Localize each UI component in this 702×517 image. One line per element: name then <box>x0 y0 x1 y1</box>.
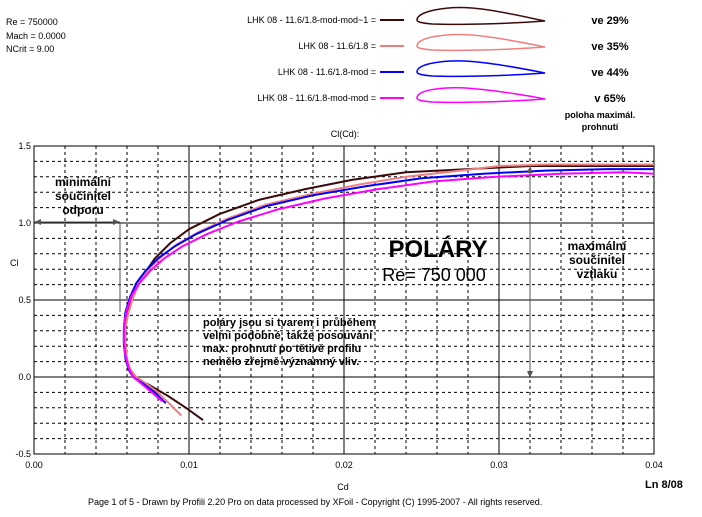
param-mach: Mach = 0.0000 <box>6 31 66 41</box>
x-axis-label: Cd <box>337 482 349 492</box>
series-line-1 <box>122 165 654 421</box>
y-tick-label: -0.5 <box>15 449 31 459</box>
legend-note-item: ve 44% <box>591 67 629 79</box>
airfoil-sketch <box>416 33 546 52</box>
min-drag-arrowhead-right <box>113 219 120 225</box>
chart-grid <box>33 145 655 455</box>
y-tick-label: 0.0 <box>18 372 31 382</box>
legend-note: poloha maximál. prohnutí <box>565 110 636 132</box>
series-line-4 <box>122 171 655 403</box>
legend-note-item: ve 29% <box>591 15 629 27</box>
x-tick-label: 0.00 <box>25 460 43 470</box>
corner-label: Ln 8/08 <box>645 479 683 491</box>
series-line-3 <box>122 168 654 404</box>
param-ncrit: NCrit = 9.00 <box>6 44 54 54</box>
x-tick-label: 0.02 <box>335 460 353 470</box>
y-tick-label: 0.5 <box>18 295 31 305</box>
max-lift-arrowhead-bottom <box>527 371 533 378</box>
x-tick-label: 0.04 <box>645 460 663 470</box>
comment-label: poláry jsou si tvarem i průběhem velmi po… <box>203 317 376 368</box>
legend-label: LHK 08 - 11.6/1.8 = <box>298 41 376 51</box>
legend-note-item: ve 35% <box>591 41 629 53</box>
legend-label: LHK 08 - 11.6/1.8-mod-mod~1 = <box>247 15 376 25</box>
x-tick-label: 0.03 <box>490 460 508 470</box>
x-tick-label: 0.01 <box>180 460 198 470</box>
param-re: Re = 750000 <box>6 17 58 27</box>
legend-label: LHK 08 - 11.6/1.8-mod-mod = <box>257 93 376 103</box>
polar-re: Re= 750 000 <box>382 265 486 285</box>
annotations: minimální součinitel odporu POLÁRY Re= 750… <box>34 166 627 378</box>
legend-label: LHK 08 - 11.6/1.8-mod = <box>278 67 376 77</box>
y-axis-label: Cl <box>10 258 19 268</box>
chart-title: Cl(Cd): <box>331 129 360 139</box>
polar-title: POLÁRY <box>388 235 487 263</box>
max-lift-arrowhead-top <box>527 166 533 173</box>
footer-text: Page 1 of 5 - Drawn by Profili 2.20 Pro … <box>88 497 542 507</box>
airfoil-sketch <box>416 60 546 78</box>
y-tick-label: 1.0 <box>18 218 31 228</box>
chart-series <box>122 163 655 421</box>
legend: LHK 08 - 11.6/1.8-mod-mod~1 = ve 29% LHK 0… <box>247 6 629 105</box>
airfoil-sketch <box>416 6 546 26</box>
series-line-2 <box>124 163 654 417</box>
chart-ticks: 0.00 0.01 0.02 0.03 0.04 -0.5 0.0 0.5 1.0 1.5 <box>15 141 662 470</box>
min-drag-label: minimální součinitel odporu <box>55 175 112 217</box>
y-tick-label: 1.5 <box>18 141 31 151</box>
airfoil-sketch <box>416 87 546 104</box>
min-drag-arrowhead-left <box>34 219 41 225</box>
legend-note-item: v 65% <box>594 93 625 105</box>
max-lift-label: maximální součinitel vztlaku <box>568 239 627 281</box>
